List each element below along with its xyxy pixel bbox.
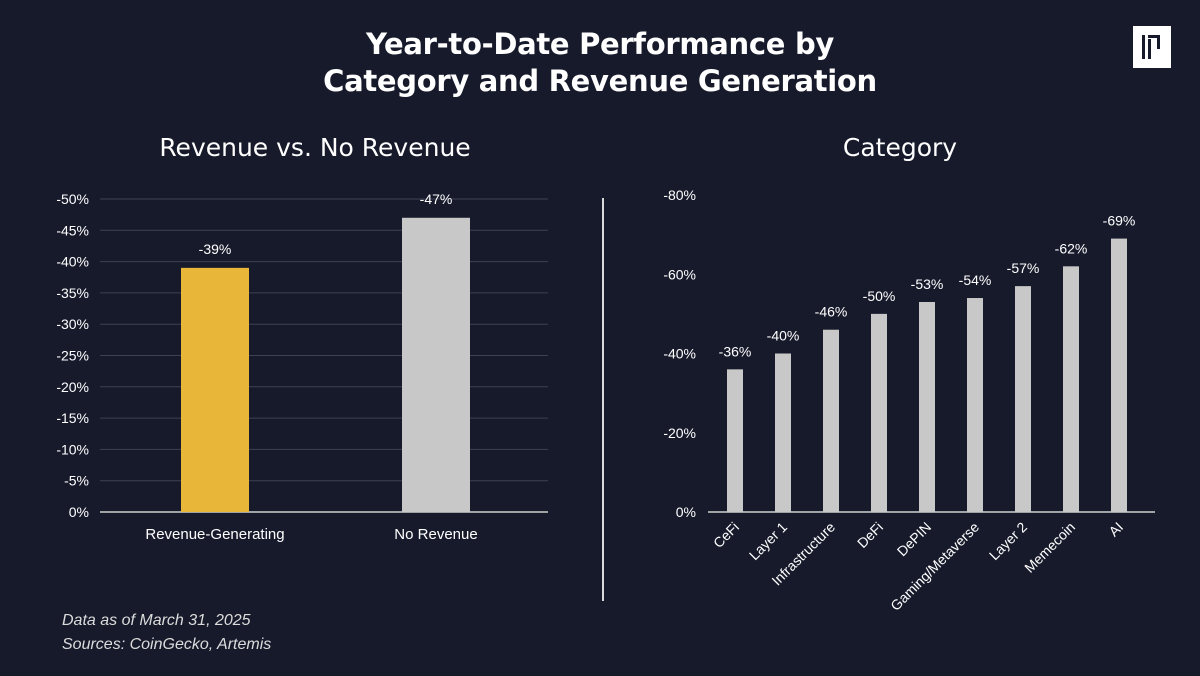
y-tick-label: -15%	[56, 410, 89, 426]
bar	[823, 329, 839, 512]
chart-right-title: Category	[842, 133, 958, 162]
bar	[1015, 286, 1031, 512]
data-label: -54%	[959, 272, 992, 288]
y-tick-label: -20%	[663, 425, 696, 441]
x-tick-label: Revenue-Generating	[145, 526, 284, 543]
x-tick-label: AI	[1105, 519, 1126, 540]
divider	[602, 198, 604, 601]
x-tick-label: Layer 1	[746, 519, 790, 563]
main-title-line1: Year-to-Date Performance by	[365, 27, 835, 61]
bar	[775, 353, 791, 512]
footnote-date: Data as of March 31, 2025	[62, 612, 251, 629]
bar	[919, 301, 935, 512]
chart-right: 0% -20% -40% -60% -80% -36% CeFi -40% Layer 1 -46…	[663, 187, 1155, 610]
x-tick-label: No Revenue	[394, 526, 477, 543]
y-tick-label: -40%	[663, 346, 696, 362]
bar	[871, 313, 887, 512]
bar	[727, 369, 743, 512]
bar	[1063, 266, 1079, 512]
y-tick-label: -30%	[56, 316, 89, 332]
x-tick-label: Memecoin	[1021, 519, 1078, 576]
x-tick-label: Layer 2	[986, 519, 1030, 563]
y-tick-label: -35%	[56, 285, 89, 301]
bar	[1111, 238, 1127, 512]
y-tick-label: 0%	[676, 504, 696, 520]
bar	[402, 217, 470, 512]
footnote-sources: Sources: CoinGecko, Artemis	[62, 636, 272, 653]
data-label: -50%	[863, 288, 896, 304]
data-label: -39%	[199, 241, 232, 257]
data-label: -46%	[815, 304, 848, 320]
x-tick-label: Gaming/Metaverse	[887, 519, 982, 610]
y-tick-label: -20%	[56, 379, 89, 395]
y-tick-label: -80%	[663, 187, 696, 203]
x-tick-label: CeFi	[710, 519, 742, 551]
x-tick-label: DePIN	[894, 519, 934, 559]
y-tick-label: -40%	[56, 254, 89, 270]
y-tick-label: -45%	[56, 222, 89, 238]
bar	[181, 267, 249, 512]
main-title: Year-to-Date Performance by Category and…	[0, 26, 1200, 100]
data-label: -40%	[767, 328, 800, 344]
main-title-line2: Category and Revenue Generation	[323, 64, 877, 98]
y-tick-label: -50%	[56, 191, 89, 207]
x-tick-label: DeFi	[854, 519, 886, 551]
data-label: -57%	[1007, 260, 1040, 276]
y-tick-label: -25%	[56, 348, 89, 364]
data-label: -62%	[1055, 240, 1088, 256]
chart-left: 0% -5% -10% -15% -20% -25% -30% -35% -40% -45% -50…	[56, 191, 548, 543]
brand-logo-icon	[1133, 26, 1171, 68]
y-tick-label: -5%	[64, 473, 89, 489]
y-tick-label: 0%	[69, 504, 89, 520]
footnote: Data as of March 31, 2025 Sources: CoinG…	[62, 609, 271, 657]
data-label: -47%	[420, 191, 453, 207]
y-tick-label: -60%	[663, 266, 696, 282]
bar	[967, 298, 983, 512]
data-label: -69%	[1103, 213, 1136, 229]
y-tick-label: -10%	[56, 441, 89, 457]
data-label: -36%	[719, 343, 752, 359]
data-label: -53%	[911, 276, 944, 292]
chart-left-title: Revenue vs. No Revenue	[159, 133, 471, 162]
